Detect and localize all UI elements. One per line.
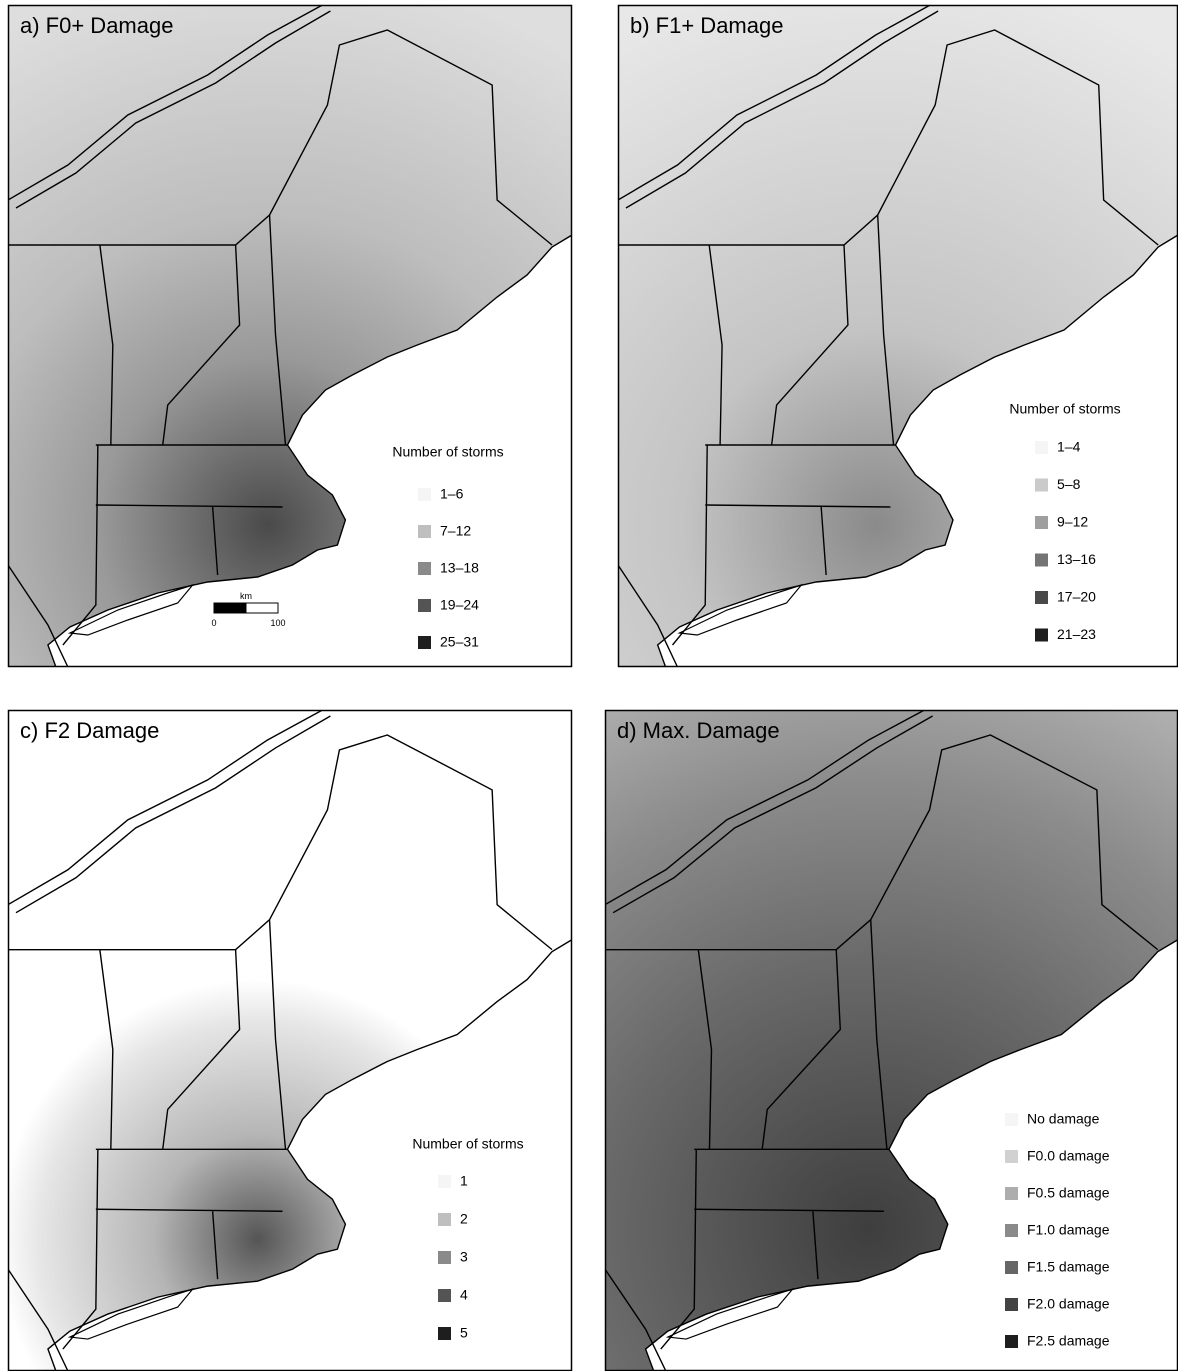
legend-label: F2.5 damage bbox=[1027, 1333, 1110, 1349]
map-shape bbox=[618, 5, 1178, 667]
legend-label: 13–18 bbox=[440, 560, 479, 576]
legend-swatch bbox=[418, 488, 431, 501]
legend-title: Number of storms bbox=[1009, 401, 1120, 417]
legend-swatch bbox=[1035, 591, 1048, 604]
map-panel: d) Max. Damage No damage F0.0 damage F0.5 d… bbox=[605, 710, 1178, 1371]
legend-label: 1–6 bbox=[440, 486, 464, 502]
panel-title: a) F0+ Damage bbox=[20, 13, 173, 38]
legend-swatch bbox=[1035, 554, 1048, 567]
map bbox=[8, 5, 572, 667]
legend-label: 1–4 bbox=[1057, 439, 1081, 455]
legend-label: 9–12 bbox=[1057, 514, 1088, 530]
legend-label: 17–20 bbox=[1057, 589, 1096, 605]
legend-label: F1.0 damage bbox=[1027, 1222, 1110, 1238]
map-panel: a) F0+ Damage Number of storms 1–6 7–12 13–1… bbox=[8, 5, 572, 667]
legend-swatch bbox=[418, 599, 431, 612]
legend-label: No damage bbox=[1027, 1111, 1100, 1127]
scale-bar-white bbox=[246, 603, 278, 613]
panel-title: c) F2 Damage bbox=[20, 718, 159, 743]
legend-label: 1 bbox=[460, 1173, 468, 1189]
legend-label: 21–23 bbox=[1057, 626, 1096, 642]
legend-label: 3 bbox=[460, 1249, 468, 1265]
legend-swatch bbox=[1005, 1298, 1018, 1311]
map bbox=[8, 710, 572, 1371]
legend-label: 25–31 bbox=[440, 634, 479, 650]
map-panel: c) F2 Damage Number of storms 1 2 3 4 5 bbox=[8, 710, 572, 1371]
legend-swatch bbox=[1035, 479, 1048, 492]
legend-swatch bbox=[438, 1213, 451, 1226]
legend-label: 19–24 bbox=[440, 597, 479, 613]
scale-label: 0 bbox=[211, 618, 216, 628]
map-panel: b) F1+ Damage Number of storms 1–4 5–8 9–12 1… bbox=[618, 5, 1178, 667]
legend-swatch bbox=[1035, 629, 1048, 642]
panel-title: d) Max. Damage bbox=[617, 718, 780, 743]
scale-bar-black bbox=[214, 603, 246, 613]
legend-swatch bbox=[1035, 516, 1048, 529]
legend-swatch bbox=[1005, 1150, 1018, 1163]
legend-title: Number of storms bbox=[412, 1136, 523, 1152]
legend-label: 13–16 bbox=[1057, 551, 1096, 567]
legend-swatch bbox=[1005, 1187, 1018, 1200]
legend-swatch bbox=[438, 1289, 451, 1302]
legend-title: Number of storms bbox=[392, 444, 503, 460]
map-shape bbox=[8, 710, 572, 1371]
legend-swatch bbox=[418, 562, 431, 575]
legend-label: 5 bbox=[460, 1325, 468, 1341]
legend-label: F0.5 damage bbox=[1027, 1185, 1110, 1201]
legend-label: 5–8 bbox=[1057, 476, 1081, 492]
map-shape bbox=[8, 5, 572, 667]
scale-unit: km bbox=[240, 591, 252, 601]
legend-swatch bbox=[418, 636, 431, 649]
legend-swatch bbox=[1035, 441, 1048, 454]
legend-swatch bbox=[1005, 1261, 1018, 1274]
scale-label: 100 bbox=[270, 618, 285, 628]
legend-label: 4 bbox=[460, 1287, 468, 1303]
legend-swatch bbox=[438, 1327, 451, 1340]
panel-title: b) F1+ Damage bbox=[630, 13, 783, 38]
legend-swatch bbox=[438, 1175, 451, 1188]
legend-label: F2.0 damage bbox=[1027, 1296, 1110, 1312]
legend-label: F0.0 damage bbox=[1027, 1148, 1110, 1164]
figure: a) F0+ Damage Number of storms 1–6 7–12 13–1… bbox=[0, 0, 1178, 1371]
legend-swatch bbox=[1005, 1113, 1018, 1126]
map bbox=[618, 5, 1178, 667]
legend-label: 2 bbox=[460, 1211, 468, 1227]
legend-swatch bbox=[438, 1251, 451, 1264]
legend-swatch bbox=[1005, 1224, 1018, 1237]
legend-label: F1.5 damage bbox=[1027, 1259, 1110, 1275]
legend-swatch bbox=[1005, 1335, 1018, 1348]
legend-label: 7–12 bbox=[440, 523, 471, 539]
legend-swatch bbox=[418, 525, 431, 538]
